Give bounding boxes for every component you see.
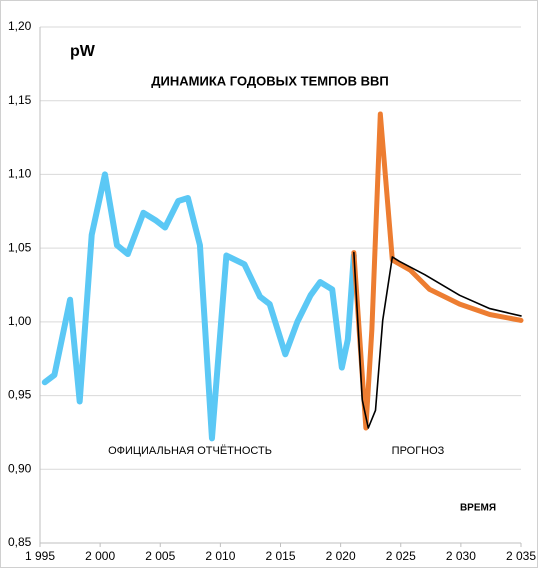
- x-tick-label: 2 015: [265, 549, 295, 563]
- x-axis-label: ВРЕМЯ: [460, 503, 496, 514]
- y-tick-label: 0,85: [8, 535, 32, 549]
- chart-title: ДИНАМИКА ГОДОВЫХ ТЕМПОВ ВВП: [151, 73, 388, 88]
- y-tick-label: 1,00: [8, 314, 32, 328]
- x-tick-label: 2 020: [326, 549, 356, 563]
- series-line: [351, 111, 524, 431]
- y-tick-label: 1,05: [8, 240, 32, 254]
- y-tick-label: 0,95: [8, 388, 32, 402]
- series-line: [41, 171, 357, 442]
- annotation: ОФИЦИАЛЬНАЯ ОТЧЁТНОСТЬ: [108, 445, 272, 457]
- y-tick-label: 1,20: [8, 19, 32, 33]
- x-tick-label: 2 025: [386, 549, 416, 563]
- x-tick-label: 1 995: [25, 549, 55, 563]
- y-tick-label: 0,90: [8, 461, 32, 475]
- x-tick-label: 2 005: [145, 549, 175, 563]
- y-axis-label: pW: [70, 43, 96, 60]
- annotation: ПРОГНОЗ: [392, 445, 445, 457]
- y-tick-label: 1,10: [8, 167, 32, 181]
- x-tick-label: 2 030: [446, 549, 476, 563]
- series-line: [353, 251, 522, 429]
- x-tick-label: 2 010: [205, 549, 235, 563]
- x-tick-label: 2 035: [506, 549, 536, 563]
- y-tick-label: 1,15: [8, 93, 32, 107]
- x-tick-label: 2 000: [85, 549, 115, 563]
